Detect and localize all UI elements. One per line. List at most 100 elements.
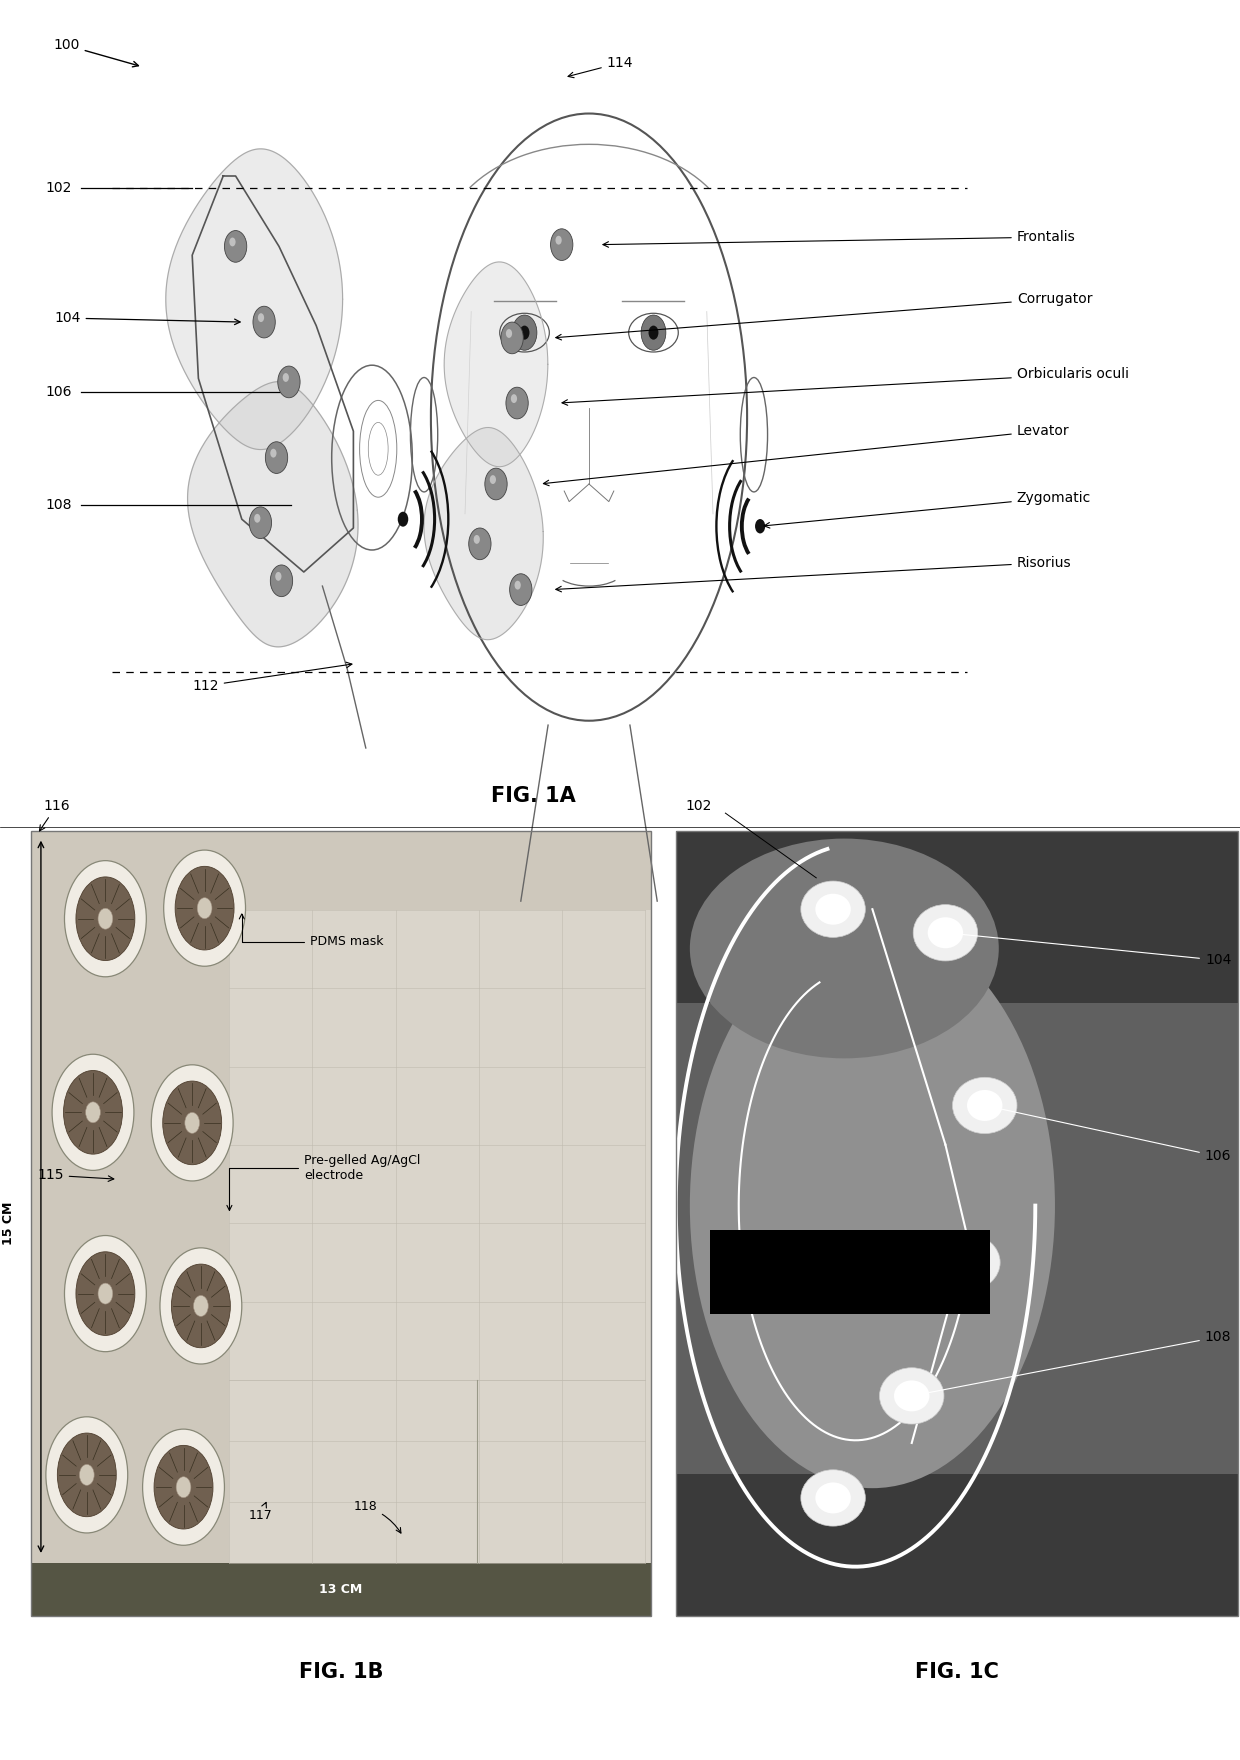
Ellipse shape [816,894,851,924]
Circle shape [229,238,236,246]
Ellipse shape [801,882,866,938]
Circle shape [258,313,264,322]
Circle shape [63,1070,123,1155]
Circle shape [46,1417,128,1533]
Polygon shape [424,428,543,639]
Circle shape [154,1445,213,1529]
Circle shape [160,1248,242,1364]
Circle shape [79,1464,94,1485]
Text: 116: 116 [40,799,69,831]
Text: FIG. 1B: FIG. 1B [299,1661,383,1683]
Circle shape [193,1295,208,1316]
Circle shape [485,468,507,500]
Circle shape [197,898,212,919]
Polygon shape [166,150,342,449]
Circle shape [506,329,512,338]
Ellipse shape [936,1234,1001,1290]
Circle shape [469,528,491,560]
Text: 102: 102 [46,181,72,195]
Bar [709,1230,991,1315]
Text: 13 CM: 13 CM [320,1582,362,1596]
Text: 112: 112 [192,662,352,693]
Ellipse shape [952,1077,1017,1133]
Text: 118: 118 [353,1500,401,1533]
Text: Risorius: Risorius [556,556,1071,591]
Text: Zygomatic: Zygomatic [764,491,1091,528]
Text: Pre-gelled Ag/AgCl
electrode: Pre-gelled Ag/AgCl electrode [227,1155,420,1211]
Circle shape [265,442,288,473]
Circle shape [512,315,537,350]
Ellipse shape [879,1368,944,1424]
Circle shape [275,572,281,581]
Circle shape [143,1429,224,1545]
Circle shape [520,326,529,340]
Ellipse shape [950,1246,986,1278]
Circle shape [270,565,293,597]
Bar [676,831,1238,1003]
Circle shape [490,475,496,484]
Text: 108: 108 [915,1331,1231,1397]
Ellipse shape [816,1482,851,1514]
Text: FIG. 1C: FIG. 1C [915,1661,999,1683]
Text: Corrugator: Corrugator [556,292,1092,340]
Circle shape [171,1264,231,1348]
Bar [229,910,651,1563]
Circle shape [511,394,517,403]
Circle shape [515,581,521,590]
Text: 108: 108 [46,498,72,512]
Ellipse shape [689,922,1055,1489]
Text: 15 CM: 15 CM [2,1202,15,1244]
Circle shape [253,306,275,338]
Circle shape [755,519,765,533]
Circle shape [98,1283,113,1304]
Circle shape [64,1236,146,1352]
Text: Orbicularis oculi: Orbicularis oculi [562,368,1128,405]
Circle shape [649,326,658,340]
Bar [31,831,651,1616]
Ellipse shape [913,905,977,961]
Circle shape [641,315,666,350]
Circle shape [86,1102,100,1123]
Text: 104: 104 [55,312,241,326]
Circle shape [474,535,480,544]
Text: 106: 106 [46,385,72,400]
Circle shape [64,861,146,977]
Bar [676,831,1238,1616]
Text: 117: 117 [248,1503,273,1522]
Bar [676,831,1238,1616]
Text: Frontalis: Frontalis [603,231,1075,246]
Circle shape [175,866,234,950]
Circle shape [185,1112,200,1133]
Text: Levator: Levator [543,424,1069,486]
Circle shape [52,1054,134,1170]
Circle shape [551,229,573,260]
Circle shape [501,322,523,354]
Circle shape [76,876,135,961]
Text: 102: 102 [686,799,712,813]
Text: 114: 114 [568,56,634,77]
Text: 104: 104 [950,931,1231,968]
Circle shape [224,231,247,262]
Bar [31,1563,651,1616]
Circle shape [270,449,277,458]
Ellipse shape [801,1470,866,1526]
Circle shape [254,514,260,523]
Circle shape [164,850,246,966]
Circle shape [283,373,289,382]
Circle shape [398,512,408,526]
Ellipse shape [928,917,963,949]
Ellipse shape [894,1380,930,1412]
Polygon shape [444,262,548,466]
Circle shape [76,1251,135,1336]
Circle shape [162,1081,222,1165]
Bar [31,831,651,1563]
Text: FIG. 1A: FIG. 1A [491,785,575,806]
Circle shape [98,908,113,929]
Text: 115: 115 [37,1169,114,1183]
Text: 106: 106 [988,1105,1231,1163]
Ellipse shape [967,1089,1002,1121]
Circle shape [510,574,532,605]
Circle shape [556,236,562,245]
Ellipse shape [689,838,998,1058]
Circle shape [506,387,528,419]
